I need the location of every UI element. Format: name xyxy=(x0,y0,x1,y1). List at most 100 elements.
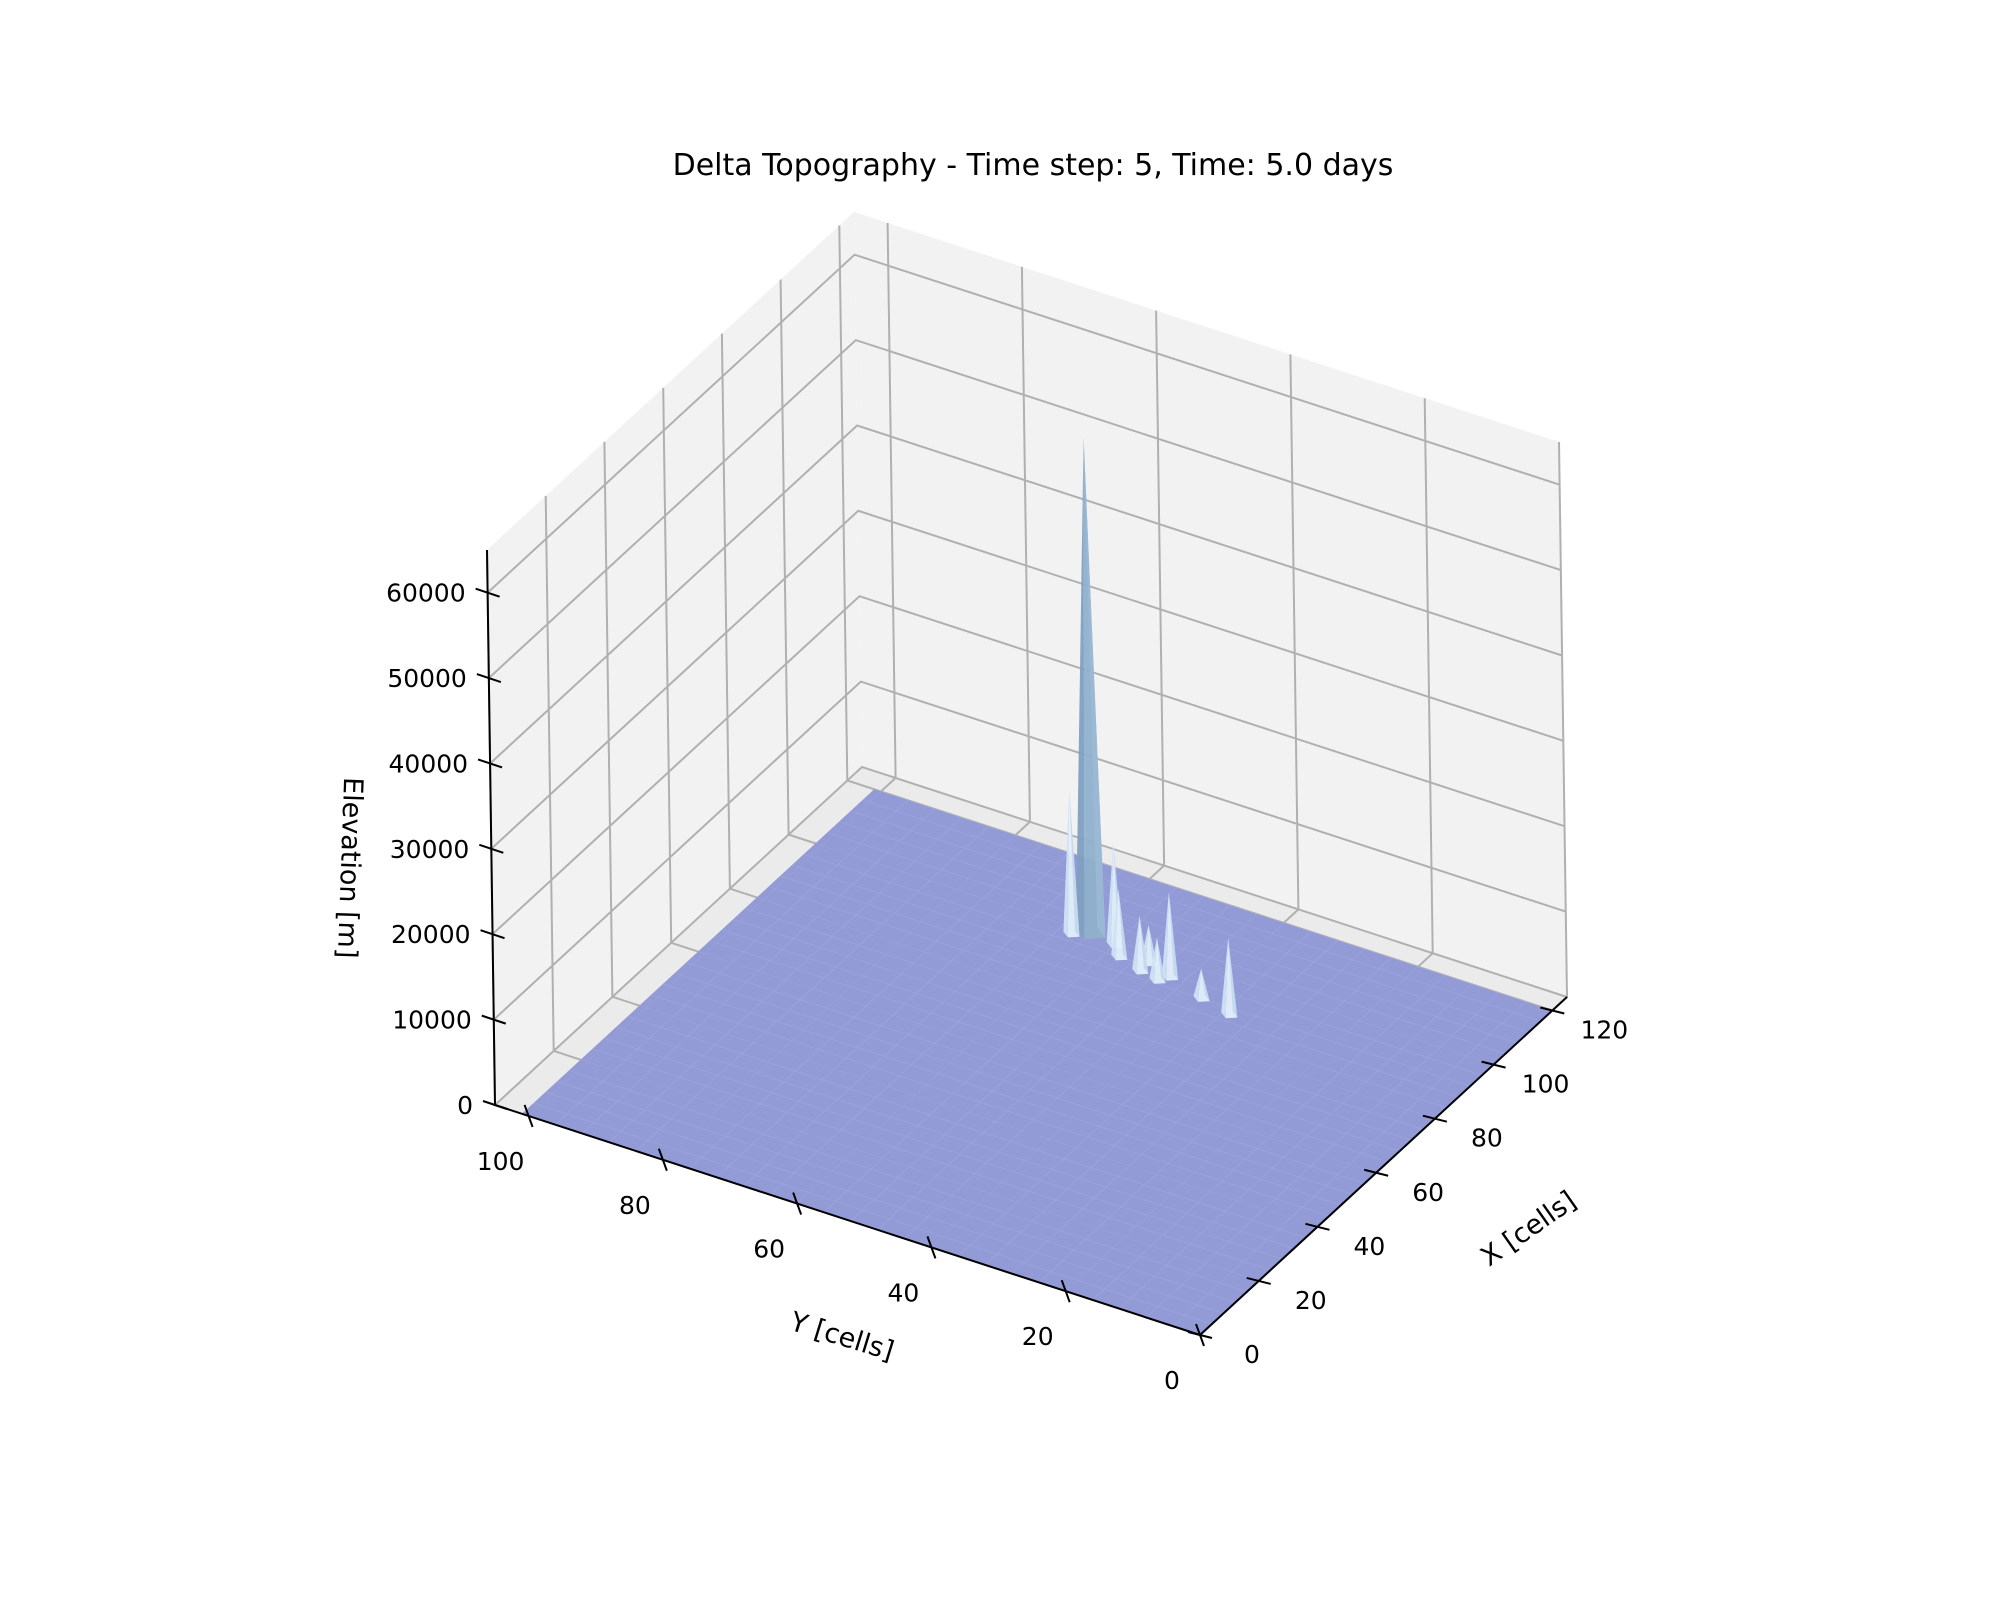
surface-peak-face xyxy=(1149,937,1157,984)
surface-mesh-line xyxy=(716,852,1070,1178)
pane-left xyxy=(487,212,862,1105)
x-tick-label: 80 xyxy=(1471,1124,1503,1153)
z-tick-label: 50000 xyxy=(387,664,467,693)
surface-mesh-line xyxy=(1119,983,1473,1310)
surface-mesh-line xyxy=(674,972,1353,1195)
surface-mesh-line xyxy=(733,918,1412,1141)
x-tick-label: 100 xyxy=(1522,1070,1570,1099)
surface-mesh-line xyxy=(850,810,1529,1033)
z-tick xyxy=(482,1100,508,1110)
surface-mesh-line xyxy=(744,907,1424,1130)
surface-mesh-line xyxy=(650,994,1330,1217)
grid-line-z xyxy=(494,765,1568,1106)
surface-peak-face xyxy=(1193,968,1202,1002)
z-tick xyxy=(477,758,503,769)
x-tick-label: 120 xyxy=(1580,1016,1628,1045)
surface-peak-face xyxy=(1063,789,1070,938)
x-tick-label: 60 xyxy=(1412,1178,1444,1207)
x-tick xyxy=(1305,1222,1330,1231)
surface-mesh-line xyxy=(1092,975,1446,1301)
surface-mesh-line xyxy=(662,834,1016,1161)
axis-ticks: 0204060801001200204060801000100002000030… xyxy=(386,579,1628,1395)
x-tick-label: 40 xyxy=(1354,1232,1386,1261)
y-tick-label: 0 xyxy=(1164,1366,1180,1395)
z-tick xyxy=(476,673,502,684)
surface-mesh-line xyxy=(904,913,1258,1239)
x-tick xyxy=(1246,1276,1271,1285)
surface-mesh-line xyxy=(603,1037,1283,1260)
z-tick xyxy=(478,843,504,854)
surface-mesh-line xyxy=(1146,992,1499,1318)
grid-line-z xyxy=(489,424,1563,765)
surface-mesh-line xyxy=(528,791,882,1117)
surface-mesh-line xyxy=(556,1080,1236,1303)
grid-line-z xyxy=(490,509,1564,850)
surface-peak-face xyxy=(1132,915,1140,975)
z-axis-label: Elevation [m] xyxy=(331,777,368,959)
y-tick xyxy=(523,1104,534,1128)
x-tick-label: 0 xyxy=(1244,1340,1260,1369)
y-tick xyxy=(926,1236,937,1259)
surface-peak-face xyxy=(1162,892,1169,981)
surface-mesh-line xyxy=(838,821,1518,1044)
surface-mesh-line xyxy=(1172,1001,1526,1327)
surface-mesh-line xyxy=(635,826,989,1152)
surface-mesh-line xyxy=(862,799,1541,1022)
surface-mesh-line xyxy=(582,808,935,1134)
y-axis-line xyxy=(494,1104,1201,1336)
z-tick xyxy=(475,587,500,598)
y-tick-label: 20 xyxy=(1022,1322,1054,1351)
grid-line-z xyxy=(491,595,1565,935)
x-tick-label: 20 xyxy=(1295,1286,1327,1315)
surface-peak-face xyxy=(1156,937,1166,984)
surface-peak-face xyxy=(1111,888,1119,961)
axis-lines xyxy=(486,549,1568,1336)
y-tick xyxy=(1195,1323,1205,1347)
surface-peak-face xyxy=(1221,938,1229,1019)
y-tick xyxy=(1060,1279,1071,1303)
surface-mesh-line xyxy=(580,1059,1259,1282)
surface-peak-face xyxy=(1228,938,1238,1018)
chart-title: Delta Topography - Time step: 5, Time: 5… xyxy=(673,148,1394,183)
surface-mesh-line xyxy=(615,1026,1295,1249)
y-tick-label: 60 xyxy=(753,1235,785,1264)
surface-plot xyxy=(521,437,1553,1336)
surface-peak-face xyxy=(1168,892,1179,980)
z-tick-label: 60000 xyxy=(386,579,466,608)
surface-peak-face xyxy=(1069,789,1080,937)
surface-mesh-line xyxy=(1011,948,1365,1274)
y-tick-label: 40 xyxy=(888,1278,920,1307)
surface-peak-face xyxy=(1139,915,1149,974)
surface-mesh-line xyxy=(721,929,1400,1152)
grid-line-z xyxy=(486,253,1560,594)
surface-mesh-line xyxy=(780,875,1459,1098)
surface-mesh-line xyxy=(1038,957,1392,1283)
surface-mesh-line xyxy=(984,940,1338,1266)
surface-peak-face xyxy=(1201,968,1210,1002)
surface-mesh-line xyxy=(697,951,1377,1174)
z-axis-line xyxy=(486,549,496,1106)
z-tick-label: 20000 xyxy=(391,920,471,949)
surface-peak-face xyxy=(1118,888,1128,960)
y-axis-label: Y [cells] xyxy=(785,1306,897,1367)
pane-back xyxy=(854,212,1567,997)
grid-line-z xyxy=(488,338,1562,679)
surface-mesh-line xyxy=(545,1091,1224,1314)
y-tick xyxy=(657,1148,668,1172)
x-tick xyxy=(1363,1168,1389,1177)
surface-peak-face xyxy=(1106,842,1114,948)
surface-mesh-line xyxy=(533,1102,1212,1325)
z-tick xyxy=(480,929,505,940)
surface-peak-face xyxy=(1083,437,1106,938)
surface-peak-face xyxy=(1076,437,1085,940)
surface-mesh-line xyxy=(555,799,909,1126)
z-tick-label: 0 xyxy=(457,1091,473,1120)
surface-mesh-line xyxy=(756,897,1436,1120)
surface-mesh-line xyxy=(689,843,1043,1169)
x-tick xyxy=(1422,1114,1448,1123)
surface-mesh-line xyxy=(627,1016,1306,1239)
surface-mesh-line xyxy=(662,983,1342,1206)
surface-mesh-line xyxy=(686,961,1365,1184)
surface-mesh-line xyxy=(709,940,1389,1163)
